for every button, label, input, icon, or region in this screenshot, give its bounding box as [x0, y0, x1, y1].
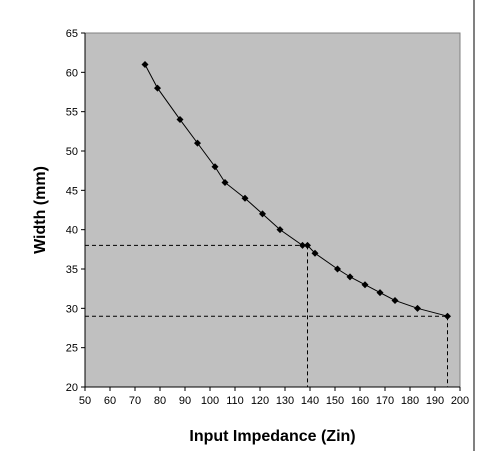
data-point	[221, 178, 229, 186]
y-tick-label: 60	[66, 67, 78, 79]
data-point	[276, 226, 284, 234]
data-point	[334, 265, 341, 273]
x-tick-label: 200	[451, 395, 469, 407]
x-tick-label: 110	[226, 395, 244, 407]
y-tick-label: 30	[66, 303, 78, 315]
x-tick-label: 150	[326, 395, 344, 407]
x-tick-label: 90	[179, 395, 191, 407]
data-point	[346, 273, 354, 281]
x-tick-label: 190	[426, 395, 444, 407]
data-point	[444, 312, 451, 320]
data-point	[176, 116, 184, 124]
data-point	[414, 304, 421, 312]
data-point	[361, 281, 369, 289]
data-point	[259, 210, 266, 218]
data-point	[311, 249, 319, 257]
data-point	[194, 139, 201, 147]
data-point	[376, 289, 384, 297]
x-tick-label: 130	[276, 395, 294, 407]
y-axis-title: Width (mm)	[32, 166, 49, 254]
data-point	[299, 241, 306, 249]
x-tick-label: 50	[79, 395, 91, 407]
plot-background	[84, 32, 461, 388]
y-tick-label: 45	[66, 185, 78, 197]
x-axis-title: Input Impedance (Zin)	[189, 428, 355, 445]
x-tick-label: 120	[251, 395, 269, 407]
x-tick-label: 140	[301, 395, 319, 407]
x-tick-label: 60	[104, 395, 116, 407]
x-tick-label: 180	[401, 395, 419, 407]
x-tick-label: 80	[154, 395, 166, 407]
y-tick-label: 65	[66, 28, 78, 40]
plot-area: 20 25 30 35 40 45 50 55 60 65 50 60 70 80 90 100 110 120 1…	[66, 28, 469, 407]
y-tick-label: 35	[66, 264, 78, 276]
x-tick-label: 170	[376, 395, 394, 407]
data-point	[391, 296, 399, 304]
x-tick-label: 70	[129, 395, 141, 407]
x-tick-label: 100	[201, 395, 219, 407]
x-tick-label: 160	[351, 395, 369, 407]
y-tick-label: 25	[66, 343, 78, 355]
y-tick-label: 40	[66, 225, 78, 237]
data-point	[154, 84, 161, 92]
data-point	[141, 60, 149, 68]
data-point	[241, 194, 249, 202]
y-tick-label: 50	[66, 146, 78, 158]
data-point	[304, 241, 311, 249]
y-tick-label: 55	[66, 107, 78, 119]
y-tick-label: 20	[66, 382, 78, 394]
data-point	[211, 163, 219, 171]
